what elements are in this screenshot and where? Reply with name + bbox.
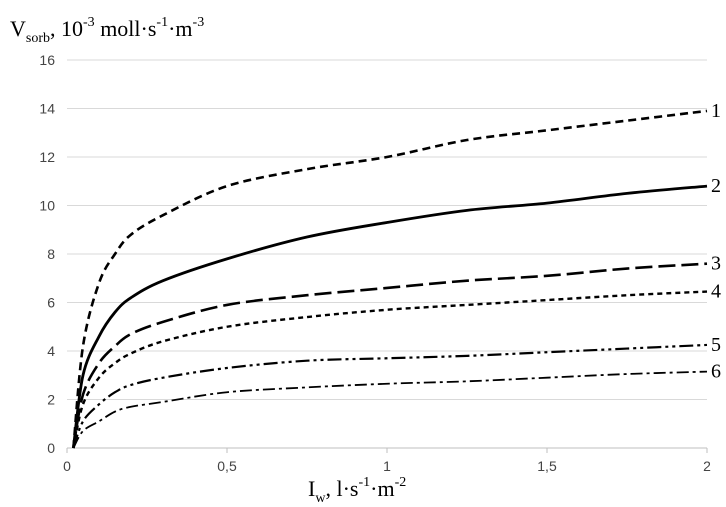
series-3-label: 3 (711, 253, 721, 275)
x-tick-label: 1 (383, 458, 391, 474)
series-2-line (72, 184, 708, 449)
y-tick-label: 10 (39, 198, 55, 214)
series-label-layer: 1 2 3 4 5 6 (711, 100, 721, 383)
series-6-line (72, 370, 708, 449)
series-2-label: 2 (711, 175, 721, 197)
series-3-line (72, 262, 708, 449)
series-4-line (72, 290, 708, 449)
grid-layer (66, 59, 708, 453)
series-6-label: 6 (711, 361, 721, 383)
series-1-label: 1 (711, 100, 721, 122)
series-1-line (72, 109, 708, 449)
y-tick-label: 14 (39, 101, 55, 117)
x-axis-title: Iw, l·s-1·m-2 (308, 475, 406, 506)
y-tick-label: 16 (39, 52, 55, 68)
series-5-label: 5 (711, 334, 721, 356)
x-tick-label: 1,5 (537, 458, 557, 474)
y-tick-label: 4 (47, 343, 55, 359)
y-tick-label: 8 (47, 246, 55, 262)
series-layer (72, 109, 708, 449)
series-4-label: 4 (711, 281, 721, 303)
tick-layer: 0 2 4 6 8 10 12 14 16 0 0,5 1 1,5 2 (39, 52, 711, 474)
y-tick-label: 2 (47, 392, 55, 408)
y-tick-label: 12 (39, 149, 55, 165)
y-tick-label: 0 (47, 440, 55, 456)
x-tick-label: 0,5 (217, 458, 237, 474)
y-tick-label: 6 (47, 295, 55, 311)
x-tick-label: 2 (703, 458, 711, 474)
series-5-line (72, 343, 708, 449)
x-tick-label: 0 (63, 458, 71, 474)
y-axis-title: Vsorb, 10-3 moll·s-1·m-3 (10, 15, 204, 46)
